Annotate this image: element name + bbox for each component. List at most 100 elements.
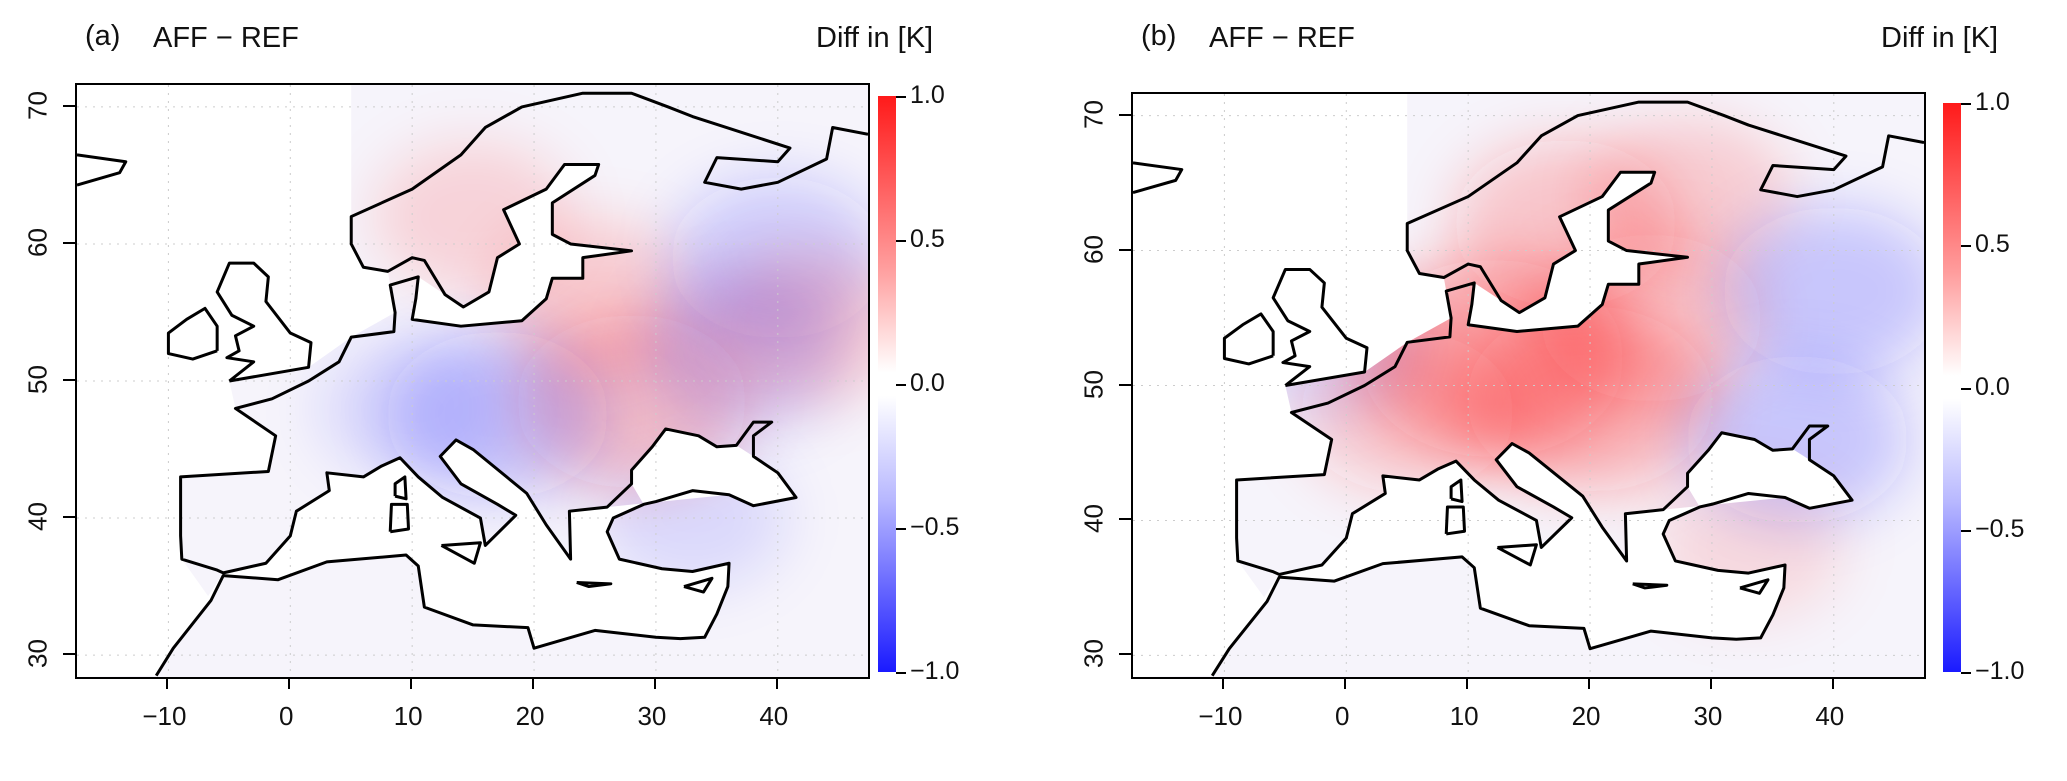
x-tick-mark xyxy=(1466,677,1469,689)
colorbar-tick-label: −1.0 xyxy=(910,657,960,685)
y-tick-mark xyxy=(1119,518,1131,521)
sea-mask xyxy=(1687,432,1853,509)
x-tick-mark xyxy=(653,677,656,689)
map-plot xyxy=(77,85,868,677)
y-tick-label: 70 xyxy=(22,90,53,120)
y-tick-label: 30 xyxy=(1078,639,1109,669)
colorbar xyxy=(878,96,896,672)
x-tick-mark xyxy=(775,677,778,689)
coastline xyxy=(1449,478,1464,504)
x-tick-label: 10 xyxy=(393,701,423,731)
coastline xyxy=(77,153,128,187)
anomaly-patch xyxy=(698,248,868,405)
colorbar-tick xyxy=(896,672,906,674)
colorbar-unit-label: Diff in [K] xyxy=(816,22,934,54)
colorbar-tick xyxy=(1961,245,1971,248)
colorbar-tick-label: −0.5 xyxy=(1975,514,2025,543)
y-tick-mark xyxy=(63,653,75,656)
x-tick-mark xyxy=(1344,677,1347,689)
map-plot xyxy=(1133,94,1924,677)
y-tick-label: 50 xyxy=(22,365,53,394)
coastline xyxy=(683,576,714,594)
x-tick-label: −10 xyxy=(1198,701,1243,731)
x-tick-label: 10 xyxy=(1449,701,1479,731)
x-tick-mark xyxy=(1709,677,1712,689)
coastline xyxy=(1632,582,1669,590)
map-area xyxy=(1131,92,1926,679)
colorbar-tick xyxy=(896,528,906,530)
anomaly-patch xyxy=(1721,207,1924,376)
coastline xyxy=(1210,100,1924,677)
colorbar-tick xyxy=(1961,103,1971,105)
x-tick-mark xyxy=(166,677,169,689)
colorbar xyxy=(1943,103,1961,672)
panel-title: AFF − REF xyxy=(153,22,299,54)
colorbar-tick-label: 0.0 xyxy=(1975,372,2010,401)
y-tick-label: 70 xyxy=(1078,99,1109,129)
coastline xyxy=(1222,312,1275,366)
coastline xyxy=(393,475,408,501)
sea-mask xyxy=(1212,443,1786,676)
x-tick-mark xyxy=(1222,677,1225,689)
anomaly-patch xyxy=(1583,118,1792,275)
y-tick-label: 60 xyxy=(22,228,53,257)
sea-mask xyxy=(631,428,797,506)
coastline xyxy=(1739,578,1770,595)
x-tick-label: 0 xyxy=(1335,701,1350,731)
sea-mask xyxy=(412,164,632,327)
colorbar-tick-label: 0.5 xyxy=(910,225,945,253)
y-tick-mark xyxy=(1119,383,1131,386)
colorbar-tick-label: −0.5 xyxy=(910,513,960,541)
panel-title: AFF − REF xyxy=(1209,22,1355,54)
x-tick-label: 40 xyxy=(759,701,789,731)
x-tick-mark xyxy=(1588,677,1591,689)
y-tick-label: 50 xyxy=(1078,369,1109,399)
y-tick-mark xyxy=(63,379,75,381)
sea-mask xyxy=(1468,172,1688,332)
y-tick-label: 30 xyxy=(22,639,53,669)
coastline xyxy=(1496,543,1538,567)
x-tick-mark xyxy=(1831,677,1834,689)
y-tick-label: 40 xyxy=(1078,504,1109,534)
colorbar-tick-label: −1.0 xyxy=(1975,657,2025,685)
panel-label: (a) xyxy=(85,20,121,52)
coastline xyxy=(388,502,411,534)
map-panel-b: (b) AFF − REF Diff in [K] 70 60 50 40 30 −10 0 10 2… xyxy=(1056,0,2067,781)
coastline xyxy=(154,91,868,677)
y-tick-mark xyxy=(1119,653,1131,656)
x-tick-label: 0 xyxy=(279,701,294,731)
y-tick-label: 60 xyxy=(1078,234,1109,264)
coastline xyxy=(576,580,613,589)
x-tick-mark xyxy=(410,677,413,689)
colorbar-tick xyxy=(1961,529,1971,532)
coastline xyxy=(1133,161,1184,194)
coastline xyxy=(440,541,482,565)
colorbar-tick-label: 0.0 xyxy=(910,369,945,397)
sea-mask xyxy=(1133,94,1452,677)
x-tick-label: 20 xyxy=(1571,701,1601,731)
colorbar-tick xyxy=(1961,387,1971,390)
y-tick-mark xyxy=(63,104,75,107)
sea-mask xyxy=(156,439,730,676)
panel-label: (b) xyxy=(1141,20,1177,52)
colorbar-tick xyxy=(896,384,906,386)
sea-mask xyxy=(77,85,396,677)
colorbar-tick xyxy=(896,96,906,98)
colorbar-tick-label: 1.0 xyxy=(910,81,945,109)
colorbar-unit-label: Diff in [K] xyxy=(1881,22,1999,54)
y-tick-mark xyxy=(1119,248,1131,251)
x-tick-mark xyxy=(288,677,291,689)
coastline xyxy=(1444,505,1467,536)
colorbar-tick xyxy=(896,240,906,242)
x-tick-label: 30 xyxy=(1693,701,1723,731)
x-tick-label: −10 xyxy=(142,701,187,731)
colorbar-tick xyxy=(1961,672,1971,674)
map-panel-a: (a) AFF − REF Diff in [K] 70 60 50 40 30 −10 0 10 2… xyxy=(0,0,1030,781)
x-tick-label: 30 xyxy=(637,701,667,731)
y-tick-mark xyxy=(63,241,75,244)
x-tick-mark xyxy=(532,677,535,689)
x-tick-label: 20 xyxy=(515,701,545,731)
y-tick-mark xyxy=(63,516,75,519)
map-area xyxy=(75,83,870,679)
colorbar-tick-label: 1.0 xyxy=(1975,88,2010,116)
